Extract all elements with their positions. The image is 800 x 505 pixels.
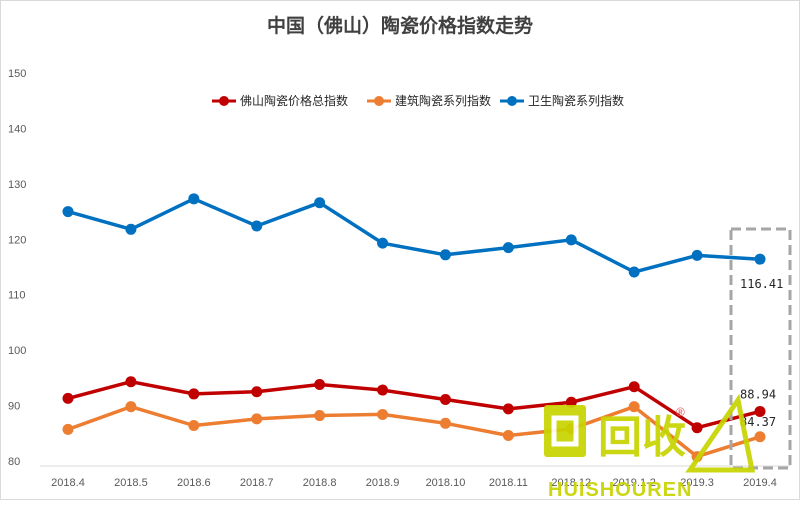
x-tick-label: 2018.9 xyxy=(366,477,400,489)
x-tick-label: 2018.8 xyxy=(303,477,337,489)
x-axis: 2018.4 2018.5 2018.6 2018.7 2018.8 2018.9 2018… xyxy=(40,465,790,489)
data-point xyxy=(125,401,137,413)
data-point xyxy=(439,393,451,405)
data-point xyxy=(502,430,514,442)
data-point xyxy=(628,381,640,393)
legend-item: 卫生陶瓷系列指数 xyxy=(500,93,624,108)
series-line xyxy=(66,197,762,274)
chart-title: 中国（佛山）陶瓷价格指数走势 xyxy=(267,14,533,37)
legend: 佛山陶瓷价格总指数 建筑陶瓷系列指数 卫生陶瓷系列指数 xyxy=(212,93,624,108)
y-tick-label: 130 xyxy=(8,179,26,191)
x-tick-label: 2019.4 xyxy=(743,477,777,489)
legend-item: 佛山陶瓷价格总指数 xyxy=(212,93,348,108)
data-point xyxy=(188,388,200,400)
x-tick-label: 2018.12 xyxy=(551,477,591,489)
x-tick-label: 2019.3 xyxy=(680,477,714,489)
y-tick-label: 90 xyxy=(8,401,20,413)
data-point xyxy=(251,413,263,425)
data-point xyxy=(125,376,137,388)
data-point xyxy=(377,384,389,396)
legend-label: 佛山陶瓷价格总指数 xyxy=(240,93,348,108)
data-point xyxy=(565,234,577,246)
series-line xyxy=(66,404,762,459)
data-point xyxy=(377,237,389,249)
data-point xyxy=(691,422,703,434)
data-labels: 116.41 88.94 84.37 xyxy=(740,277,783,429)
data-point xyxy=(314,379,326,391)
data-point xyxy=(62,206,74,218)
data-point xyxy=(754,405,766,417)
y-tick-label: 110 xyxy=(8,290,26,302)
y-tick-label: 120 xyxy=(8,234,26,246)
watermark-triangle-icon xyxy=(685,393,756,473)
watermark-logo-text: 回收 xyxy=(598,413,686,462)
legend-label: 建筑陶瓷系列指数 xyxy=(395,93,491,108)
x-tick-label: 2018.7 xyxy=(240,477,274,489)
y-tick-label: 100 xyxy=(8,345,26,357)
series-2 xyxy=(62,193,766,278)
data-point xyxy=(565,396,577,408)
watermark-brand-text: HUISHOUREN xyxy=(548,479,692,500)
data-point xyxy=(62,392,74,404)
x-tick-label: 2018.11 xyxy=(489,477,528,489)
y-tick-label: 140 xyxy=(8,123,26,135)
x-tick-label: 2018.10 xyxy=(426,477,466,489)
data-point xyxy=(188,420,200,432)
data-point xyxy=(251,220,263,232)
x-tick-label: 2018.6 xyxy=(177,477,211,489)
data-point xyxy=(251,386,263,398)
x-tick-label: 2019.1-2 xyxy=(612,477,655,489)
data-point xyxy=(377,408,389,420)
x-tick-label: 2018.4 xyxy=(51,477,85,489)
y-axis: 80 90 100 110 120 130 140 150 xyxy=(8,68,26,468)
data-point xyxy=(502,242,514,254)
data-point xyxy=(754,253,766,265)
data-point xyxy=(314,197,326,209)
data-point xyxy=(125,223,137,235)
series-layer xyxy=(62,193,766,463)
data-point xyxy=(439,417,451,429)
series-line xyxy=(66,379,762,430)
legend-marker xyxy=(219,96,229,106)
legend-marker xyxy=(374,96,384,106)
data-point xyxy=(628,401,640,413)
data-point xyxy=(62,423,74,435)
y-tick-label: 80 xyxy=(8,456,20,468)
legend-label: 卫生陶瓷系列指数 xyxy=(528,93,624,108)
data-point xyxy=(314,410,326,422)
data-point xyxy=(439,249,451,261)
data-point xyxy=(754,431,766,443)
y-tick-label: 150 xyxy=(8,68,26,80)
watermark: 回收 ® HUISHOUREN xyxy=(544,393,756,501)
series-0 xyxy=(62,376,766,434)
legend-marker xyxy=(507,96,517,106)
data-point xyxy=(188,193,200,205)
watermark-logo-icon xyxy=(544,405,586,457)
data-point xyxy=(628,266,640,278)
legend-item: 建筑陶瓷系列指数 xyxy=(367,93,491,108)
watermark-registered-mark: ® xyxy=(676,405,685,419)
data-label: 116.41 xyxy=(740,277,783,291)
data-point xyxy=(691,249,703,261)
data-point xyxy=(502,403,514,415)
data-label: 88.94 xyxy=(740,387,776,401)
data-label: 84.37 xyxy=(740,415,776,429)
x-tick-label: 2018.5 xyxy=(114,477,148,489)
